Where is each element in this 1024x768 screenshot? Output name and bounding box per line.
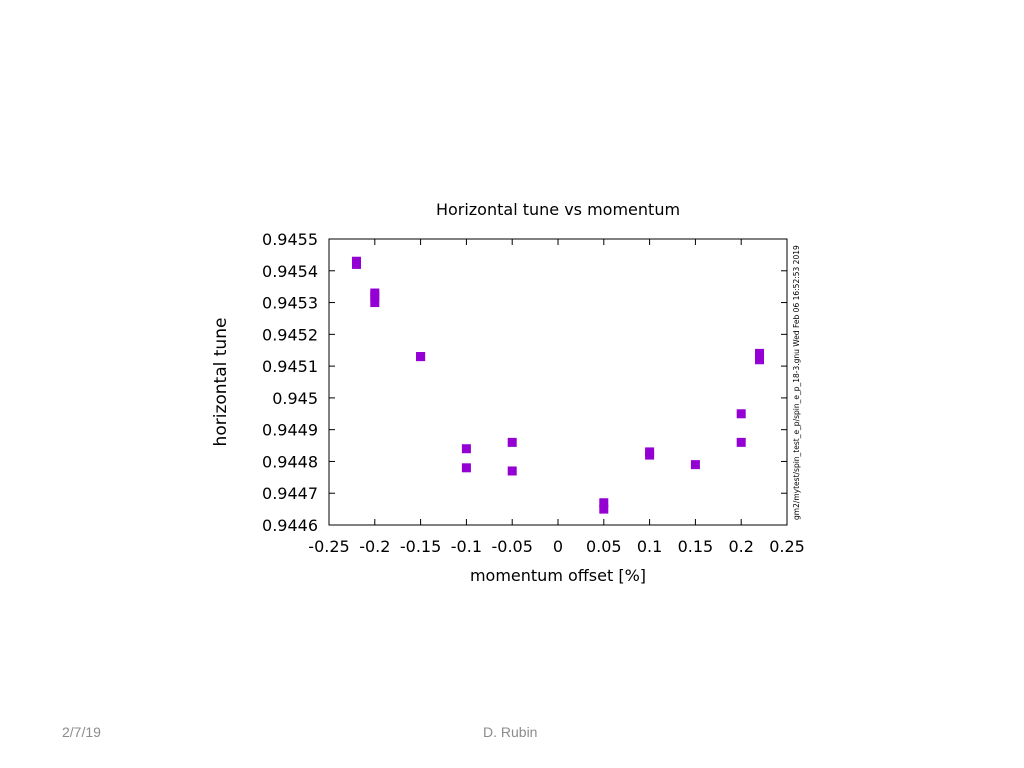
data-point	[507, 466, 517, 476]
footer-date: 2/7/19	[62, 724, 101, 740]
x-axis-label: momentum offset [%]	[470, 566, 646, 585]
x-tick-label: -0.05	[491, 537, 532, 556]
x-tick-label: 0.05	[586, 537, 622, 556]
y-tick-label: 0.9449	[262, 421, 318, 440]
x-tick-label: 0.15	[678, 537, 714, 556]
x-tick-label: -0.2	[359, 537, 390, 556]
y-tick-label: 0.9446	[262, 516, 318, 535]
y-tick-label: 0.9454	[262, 262, 318, 281]
x-tick-label: -0.25	[308, 537, 349, 556]
x-tick-label: -0.15	[400, 537, 441, 556]
data-point	[690, 460, 700, 470]
x-tick-label: 0.1	[637, 537, 662, 556]
x-tick-label: -0.1	[451, 537, 482, 556]
data-point	[755, 348, 765, 358]
data-point	[370, 298, 380, 308]
data-point	[736, 437, 746, 447]
data-point	[599, 498, 609, 508]
data-point	[755, 355, 765, 365]
data-points	[351, 256, 765, 514]
data-point	[645, 450, 655, 460]
y-axis-label: horizontal tune	[211, 318, 231, 447]
y-tick-label: 0.945	[272, 389, 318, 408]
data-point	[736, 409, 746, 419]
data-point	[370, 291, 380, 301]
data-point	[507, 437, 517, 447]
y-tick-label: 0.9453	[262, 294, 318, 313]
x-tick-label: 0.2	[728, 537, 753, 556]
x-tick-label: 0	[553, 537, 563, 556]
y-tick-label: 0.9448	[262, 452, 318, 471]
y-tick-label: 0.9451	[262, 357, 318, 376]
y-tick-label: 0.9455	[262, 230, 318, 249]
data-point	[416, 352, 426, 362]
y-tick-label: 0.9447	[262, 484, 318, 503]
file-info-note: gm2/mytest/spin_test_e_p/spin_e_p_18-3.g…	[792, 245, 801, 520]
plot-frame	[328, 238, 788, 526]
data-point	[461, 463, 471, 473]
x-tick-label: 0.25	[769, 537, 805, 556]
y-axis: 0.9446 0.9447 0.9448 0.9449 0.945 0.9451 0.945…	[262, 230, 787, 535]
chart-title: Horizontal tune vs momentum	[436, 200, 680, 219]
data-point	[599, 504, 609, 514]
x-axis: -0.25 -0.2 -0.15 -0.1 -0.05 0 0.05 0.1 0.15 0.2 0.…	[308, 239, 805, 556]
data-point	[351, 259, 361, 269]
data-point	[461, 444, 471, 454]
footer-author: D. Rubin	[483, 724, 538, 740]
y-tick-label: 0.9452	[262, 325, 318, 344]
